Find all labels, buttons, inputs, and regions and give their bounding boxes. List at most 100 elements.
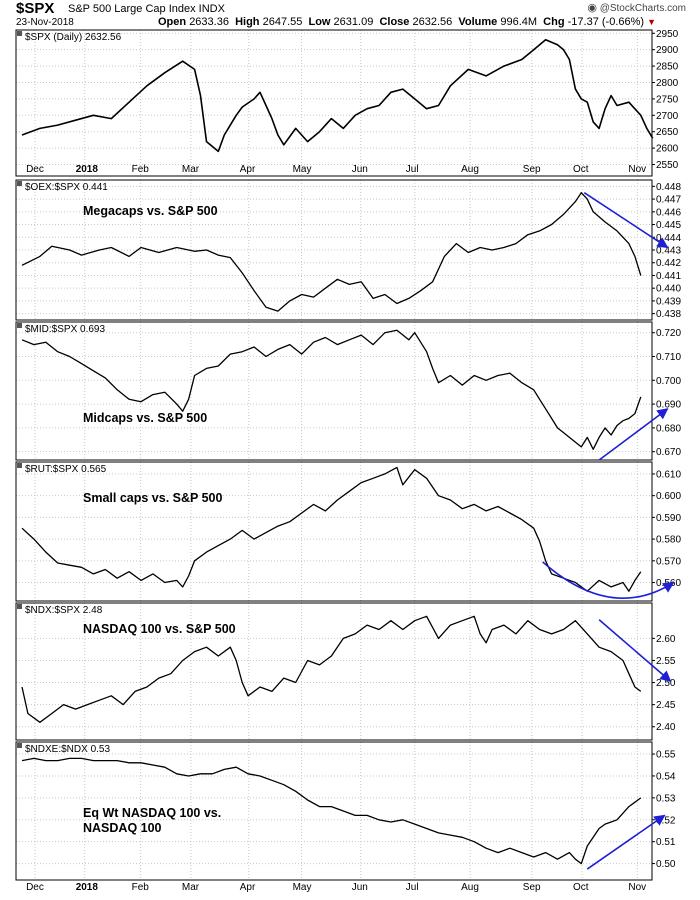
panel-4: 0.560 0.570 0.580 0.590 0.600 0.610 $RUT:$SPX … — [15, 461, 681, 602]
y-tick-label: 2.60 — [656, 634, 676, 645]
y-tick-label: 0.448 — [656, 182, 681, 193]
index-name: S&P 500 Large Cap Index INDX — [68, 3, 225, 15]
y-tick-label: 0.438 — [656, 309, 681, 320]
x-axis-top-label: Oct — [573, 164, 589, 175]
x-axis-bottom-label: Dec — [26, 882, 44, 893]
x-axis-bottom-label: Mar — [182, 882, 200, 893]
y-tick-label: 2850 — [656, 62, 679, 73]
y-tick-label: 2900 — [656, 45, 679, 56]
y-tick-label: 0.610 — [656, 469, 681, 480]
panel-frame — [15, 602, 653, 741]
y-tick-label: 0.710 — [656, 352, 681, 363]
x-axis-top-label: Aug — [461, 164, 479, 175]
volume-value: 996.4M — [500, 16, 538, 28]
x-axis-bottom-label: Sep — [523, 882, 541, 893]
series-line — [21, 192, 642, 312]
legend-label: $NDXE:$NDX 0.53 — [25, 744, 110, 755]
watermark-text: @StockCharts.com — [599, 3, 686, 14]
y-tick-label: 2.40 — [656, 722, 676, 733]
panel-frame — [15, 321, 653, 461]
high-label: High — [235, 16, 260, 28]
y-tick-label: 0.670 — [656, 447, 681, 458]
y-tick-label: 0.443 — [656, 246, 681, 257]
y-tick-label: 2.45 — [656, 700, 676, 711]
legend-label: $RUT:$SPX 0.565 — [25, 464, 107, 475]
trend-arrow — [586, 814, 666, 870]
y-tick-label: 2700 — [656, 111, 679, 122]
panel-title: Midcaps vs. S&P 500 — [83, 411, 207, 425]
x-axis-bottom-label: Aug — [461, 882, 479, 893]
panel-1: 2550 2600 2650 2700 2750 2800 2850 2900 2950 $SPX… — [15, 29, 679, 177]
y-tick-label: 0.560 — [656, 578, 681, 589]
curved-trend-arrow — [542, 561, 675, 599]
panel-title: Eq Wt NASDAQ 100 vs. — [83, 806, 221, 820]
trend-arrow — [598, 408, 669, 461]
y-tick-label: 0.53 — [656, 793, 676, 804]
open-value: 2633.36 — [189, 16, 229, 28]
y-tick-label: 0.444 — [656, 233, 681, 244]
x-axis-top-label: Feb — [132, 164, 150, 175]
open-label: Open — [158, 16, 187, 28]
panel-title: NASDAQ 100 vs. S&P 500 — [83, 622, 236, 636]
x-axis-top-label: Dec — [26, 164, 44, 175]
x-axis-bottom-label: Jun — [352, 882, 368, 893]
down-triangle-icon: ▼ — [647, 17, 657, 27]
panel-frame — [15, 741, 653, 881]
x-axis-top-label: Mar — [182, 164, 200, 175]
y-tick-label: 0.442 — [656, 258, 681, 269]
chart-header: $SPX S&P 500 Large Cap Index INDX 23-Nov… — [0, 0, 700, 30]
volume-label: Volume — [458, 16, 498, 28]
y-tick-label: 0.446 — [656, 207, 681, 218]
y-tick-label: 0.439 — [656, 296, 681, 307]
high-value: 2647.55 — [262, 16, 303, 28]
legend-swatch — [17, 323, 22, 328]
series-line — [21, 466, 642, 592]
y-tick-label: 0.690 — [656, 400, 681, 411]
panel-title: NASDAQ 100 — [83, 821, 162, 835]
stockcharts-logo-icon: ◉ — [587, 2, 597, 14]
panel-5: 2.40 2.45 2.50 2.55 2.60 $NDX:$SPX 2.48 NASDAQ… — [15, 602, 676, 741]
y-tick-label: 0.440 — [656, 284, 681, 295]
y-tick-label: 0.445 — [656, 220, 681, 231]
low-value: 2631.09 — [333, 16, 374, 28]
x-axis-bottom-label: 2018 — [76, 882, 99, 893]
x-axis-bottom-label: Jul — [406, 882, 419, 893]
x-axis-top-label: Nov — [628, 164, 646, 175]
low-label: Low — [308, 16, 331, 28]
y-tick-label: 2600 — [656, 144, 679, 155]
x-axis-bottom-label: Apr — [240, 882, 256, 893]
series-line — [21, 38, 654, 153]
legend-label: $SPX (Daily) 2632.56 — [25, 32, 122, 43]
y-tick-label: 0.700 — [656, 376, 681, 387]
x-axis-bottom-label: Nov — [628, 882, 646, 893]
chg-value: -17.37 (-0.66%) — [567, 16, 645, 28]
y-tick-label: 0.680 — [656, 423, 681, 434]
ohlc-readout: Open 2633.36 High 2647.55 Low 2631.09 Cl… — [158, 16, 656, 28]
x-axis-top-label: Jul — [406, 164, 419, 175]
y-tick-label: 0.50 — [656, 859, 676, 870]
legend-swatch — [17, 604, 22, 609]
series-line — [21, 615, 642, 723]
y-tick-label: 2800 — [656, 78, 679, 89]
panel-frame — [15, 179, 653, 321]
close-label: Close — [379, 16, 410, 28]
x-axis-bottom-label: May — [293, 882, 312, 893]
series-line — [21, 329, 642, 450]
panel-6: 0.50 0.51 0.52 0.53 0.54 0.55 $NDXE:$NDX 0.53 E… — [15, 741, 676, 881]
quote-date: 23-Nov-2018 — [16, 17, 74, 28]
panel-title: Megacaps vs. S&P 500 — [83, 204, 218, 218]
symbol-title: $SPX — [16, 0, 55, 17]
legend-swatch — [17, 181, 22, 186]
y-tick-label: 2950 — [656, 29, 679, 40]
legend-swatch — [17, 31, 22, 36]
trend-arrow — [598, 619, 672, 682]
panel-frame — [15, 29, 653, 177]
y-tick-label: 0.600 — [656, 491, 681, 502]
x-axis-top-label: Sep — [523, 164, 541, 175]
y-tick-label: 0.441 — [656, 271, 681, 282]
y-tick-label: 0.580 — [656, 535, 681, 546]
y-tick-label: 0.52 — [656, 815, 676, 826]
x-axis-bottom-label: Oct — [573, 882, 589, 893]
series-line — [21, 757, 642, 865]
